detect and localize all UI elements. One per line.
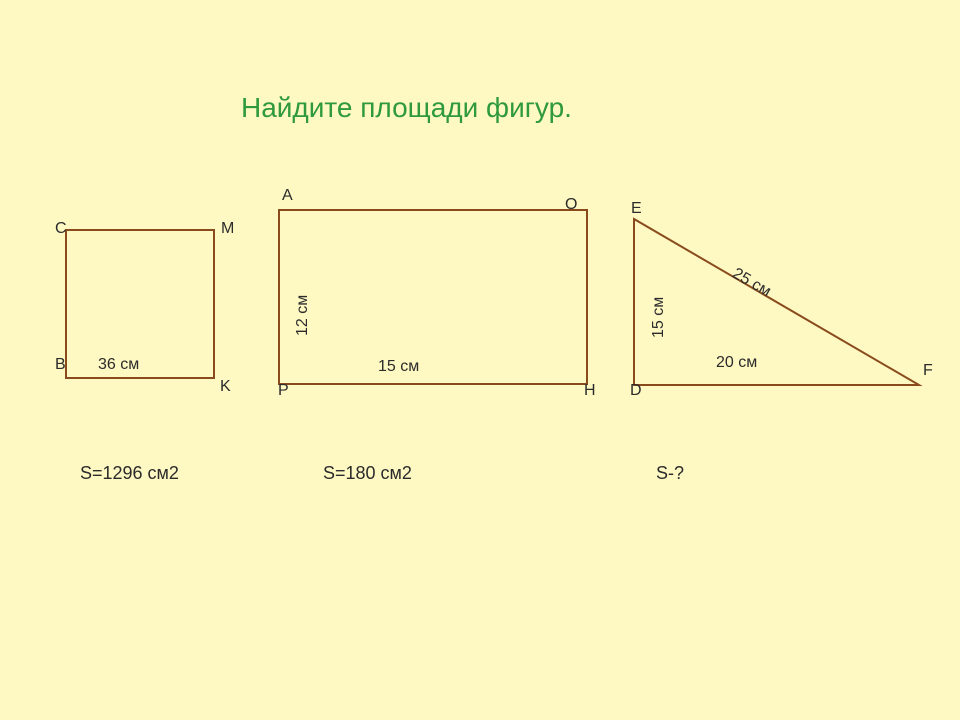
- tri-left-dim: 15 см: [650, 297, 668, 338]
- tri-bottom-dim: 20 см: [716, 354, 757, 372]
- vertex-label-F: F: [923, 362, 933, 380]
- vertex-label-D: D: [630, 382, 642, 400]
- tri-area: S-?: [656, 463, 684, 484]
- vertex-label-E: E: [631, 200, 642, 218]
- diagram-canvas: Найдите площади фигур. C M B K 36 см S=1…: [0, 0, 960, 720]
- shape-triangle: [0, 0, 960, 720]
